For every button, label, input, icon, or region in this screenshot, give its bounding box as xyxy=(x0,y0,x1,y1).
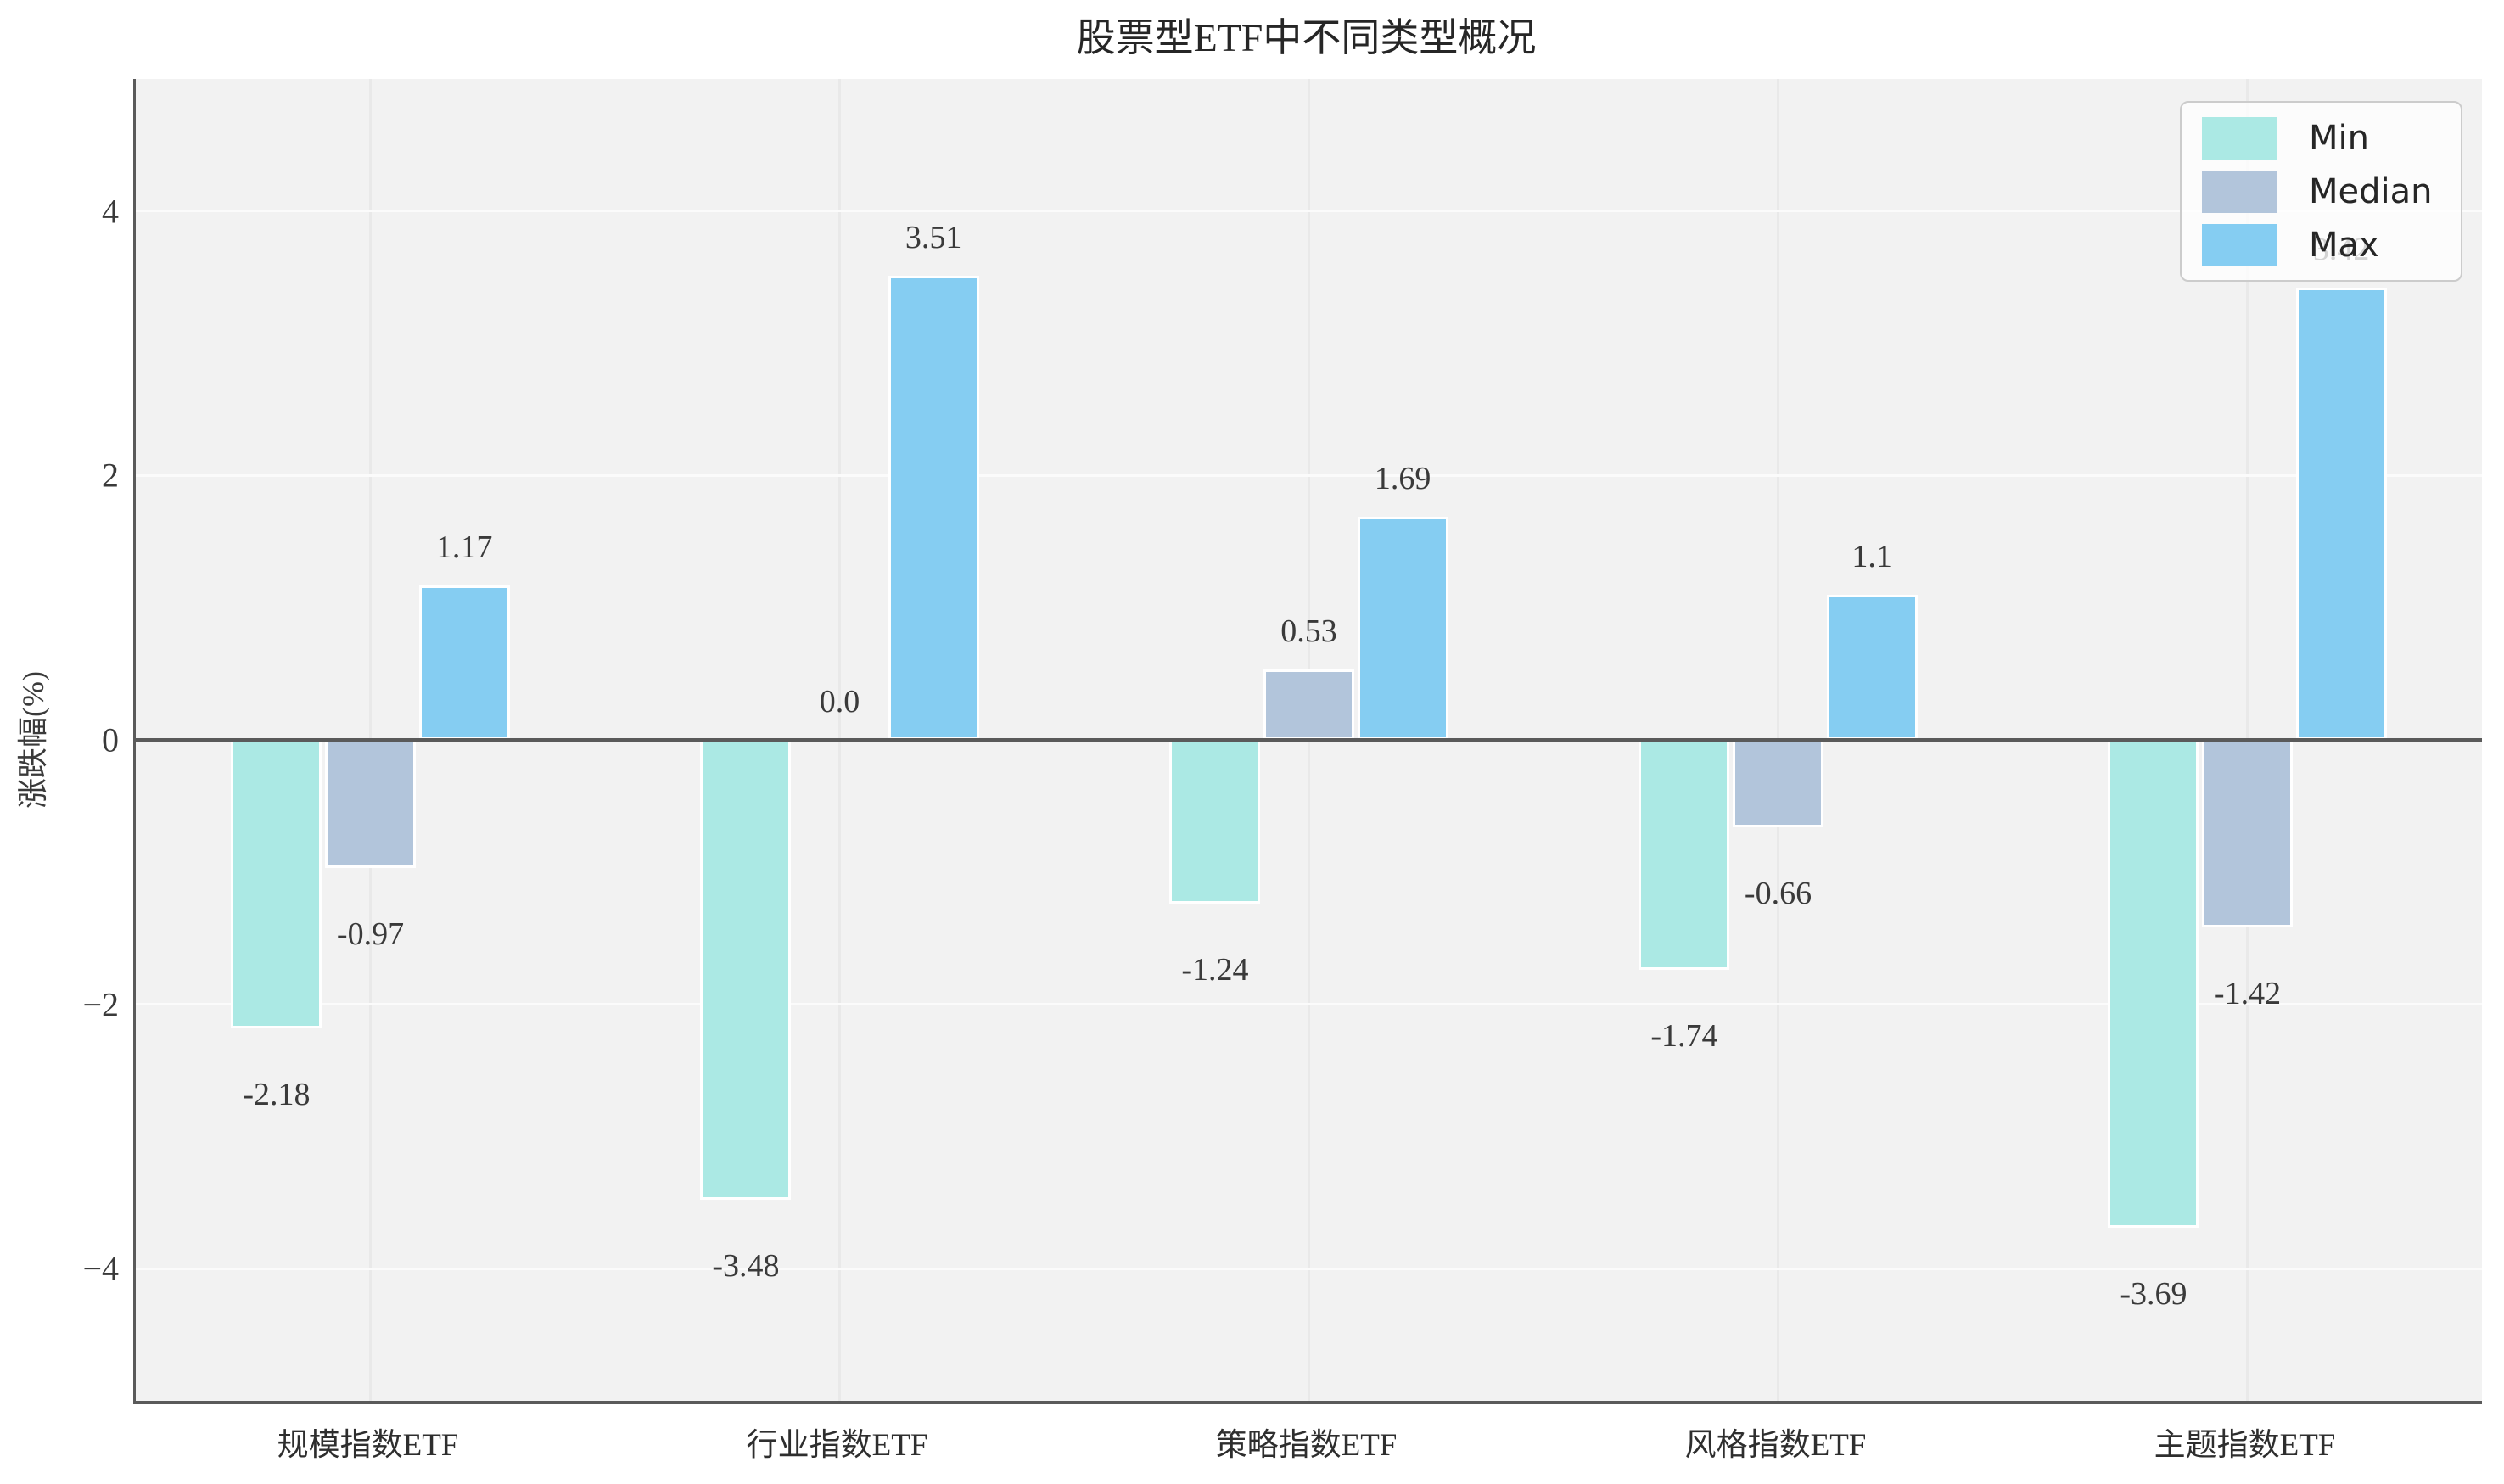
bar-median-0 xyxy=(325,740,416,869)
legend-item-median: Median xyxy=(2182,170,2461,213)
bar-max-2 xyxy=(1357,516,1448,740)
legend-swatch-max xyxy=(2202,223,2277,266)
legend-label-max: Max xyxy=(2309,225,2379,265)
plot-area: -2.18 -3.48 -1.24 -1.74 -3.69 -0.97 0.0 0.53 -0.… xyxy=(133,79,2482,1404)
zero-axis-line xyxy=(136,738,2482,742)
legend-swatch-min xyxy=(2202,116,2277,160)
x-tick-label-1: 行业指数ETF xyxy=(746,1428,928,1463)
y-tick-label-4: 4 xyxy=(102,192,119,231)
legend-label-median: Median xyxy=(2309,171,2433,211)
bar-label-max-0: 1.17 xyxy=(435,529,493,565)
bar-label-max-3: 1.1 xyxy=(1851,538,1892,574)
legend-item-min: Min xyxy=(2182,116,2461,160)
bar-label-median-4: -1.42 xyxy=(2213,976,2282,1012)
bar-max-1 xyxy=(888,276,979,740)
bar-median-4 xyxy=(2202,740,2293,928)
y-tick-label-−4: −4 xyxy=(82,1249,119,1288)
bar-min-0 xyxy=(231,740,322,1028)
bar-max-3 xyxy=(1826,594,1918,740)
bar-min-4 xyxy=(2108,740,2199,1228)
x-tick-label-0: 规模指数ETF xyxy=(277,1428,459,1463)
bar-median-2 xyxy=(1263,669,1354,740)
bar-label-median-1: 0.0 xyxy=(819,684,860,720)
h-gridline-4 xyxy=(136,210,2482,213)
legend-swatch-median xyxy=(2202,170,2277,213)
y-tick-label-−2: −2 xyxy=(82,985,119,1024)
h-gridline-2 xyxy=(136,473,2482,477)
y-tick-label-2: 2 xyxy=(102,456,119,495)
h-gridline-−4 xyxy=(136,1267,2482,1270)
bar-label-min-0: -2.18 xyxy=(243,1076,311,1112)
y-tick-label-0: 0 xyxy=(102,720,119,759)
x-tick-label-3: 风格指数ETF xyxy=(1684,1428,1867,1463)
h-gridline-−2 xyxy=(136,1003,2482,1006)
bar-label-max-1: 3.51 xyxy=(905,220,962,256)
bar-label-min-1: -3.48 xyxy=(712,1248,780,1285)
bar-label-min-3: -1.74 xyxy=(1650,1018,1718,1055)
bar-label-max-2: 1.69 xyxy=(1374,460,1431,496)
bar-label-min-2: -1.24 xyxy=(1181,952,1249,988)
bar-min-1 xyxy=(700,740,792,1201)
bar-min-2 xyxy=(1169,740,1261,904)
bar-min-3 xyxy=(1639,740,1730,971)
bar-max-0 xyxy=(418,585,510,740)
bar-label-min-4: -3.69 xyxy=(2120,1275,2187,1312)
bar-label-median-0: -0.97 xyxy=(336,916,405,953)
x-tick-label-4: 主题指数ETF xyxy=(2154,1428,2336,1463)
legend: Min Median Max xyxy=(2180,101,2462,282)
x-tick-label-2: 策略指数ETF xyxy=(1215,1428,1398,1463)
bar-label-median-2: 0.53 xyxy=(1280,613,1337,650)
bar-median-3 xyxy=(1733,740,1823,827)
legend-label-min: Min xyxy=(2309,118,2369,158)
chart-title: 股票型ETF中不同类型概况 xyxy=(1076,16,1537,59)
bar-max-4 xyxy=(2295,288,2387,740)
bar-label-median-3: -0.66 xyxy=(1744,875,1812,911)
legend-item-max: Max xyxy=(2182,223,2461,266)
